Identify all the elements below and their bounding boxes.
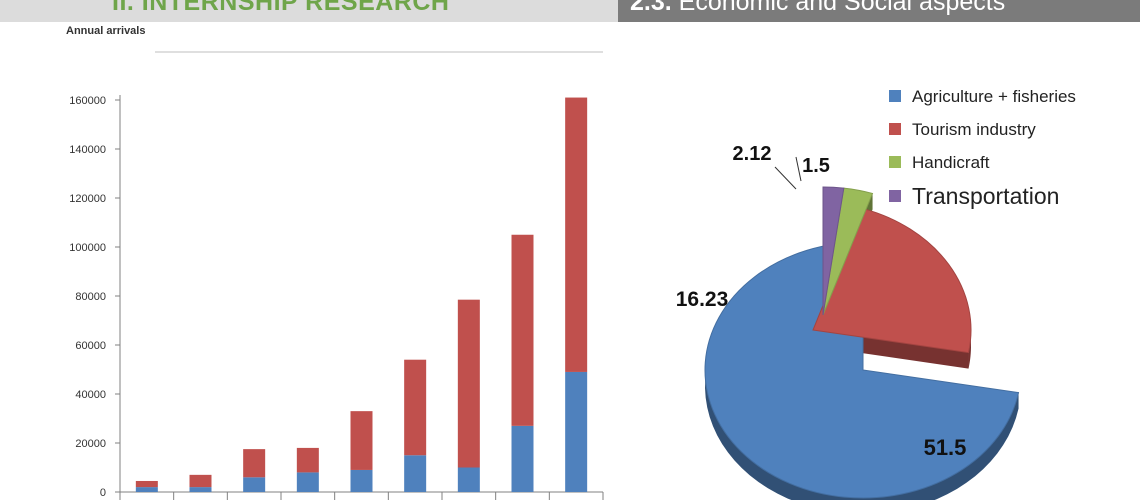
section-banner-left: II. INTERNSHIP RESEARCH [0, 0, 618, 22]
y-tick-label: 0 [100, 487, 106, 499]
pie-slice-purple [822, 186, 845, 316]
section-title-right: 2.3. Economic and Social aspects [630, 0, 1005, 17]
pie-data-label: 16.23 [676, 288, 729, 311]
y-tick-label: 100000 [69, 242, 106, 254]
bar-segment-red [404, 359, 427, 456]
leader-line [795, 156, 802, 182]
legend-label: Handicraft [912, 153, 990, 172]
bar-segment-red [243, 449, 266, 478]
pie-data-label: 51.5 [924, 435, 967, 460]
y-tick-label: 20000 [75, 438, 106, 450]
leader-line [774, 166, 797, 190]
bar-chart: 0 20000 40000 60000 80000 100000 120000 140000 1… [69, 51, 604, 500]
legend-swatch-blue [889, 90, 901, 102]
y-tick-label: 120000 [69, 193, 106, 205]
bar-segment-blue [350, 469, 373, 492]
pie-slice-blue [704, 241, 1020, 499]
bar-segment-blue [511, 425, 534, 492]
bar-segment-blue [457, 467, 480, 492]
bar-segment-blue [296, 472, 319, 492]
pie-data-label: 2.12 [733, 143, 772, 165]
bar-segment-red [457, 299, 480, 468]
section-title-text: Economic and Social aspects [678, 0, 1006, 16]
bar-segment-blue [243, 477, 266, 492]
y-tick-label: 80000 [75, 291, 106, 303]
bar-segment-blue [135, 487, 158, 492]
bar-segment-red [189, 474, 212, 488]
bar-segment-blue [565, 371, 588, 492]
legend-swatch-purple [889, 190, 901, 202]
bar-segment-red [296, 447, 319, 473]
pie-data-label: 1.5 [802, 155, 830, 177]
section-number: 2.3. [630, 0, 672, 16]
pie-slice-red [812, 207, 972, 354]
bar-segment-blue [404, 455, 427, 492]
legend-swatch-green [889, 156, 901, 168]
y-tick-label: 160000 [69, 95, 106, 107]
legend-label: Agriculture + fisheries [912, 87, 1076, 106]
y-tick-label: 140000 [69, 144, 106, 156]
section-banner-right: 2.3. Economic and Social aspects [618, 0, 1140, 22]
y-tick-label: 40000 [75, 389, 106, 401]
bar-segment-blue [189, 487, 212, 492]
bar-segment-red [350, 411, 373, 470]
legend-swatch-red [889, 123, 901, 135]
bar-segment-red [511, 234, 534, 426]
bar-segment-red [135, 480, 158, 488]
section-title-left: II. INTERNSHIP RESEARCH [112, 0, 450, 16]
legend-label: Tourism industry [912, 120, 1036, 139]
legend-label: Transportation [912, 183, 1059, 209]
bar-segment-red [565, 97, 588, 372]
y-axis-label: Annual arrivals [66, 25, 146, 37]
y-tick-label: 60000 [75, 340, 106, 352]
